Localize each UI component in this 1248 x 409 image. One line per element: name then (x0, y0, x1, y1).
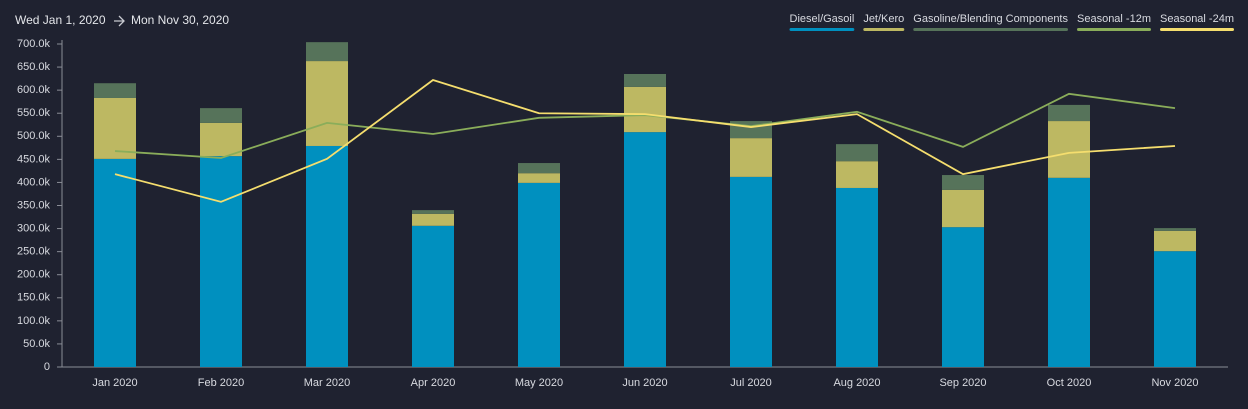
line-series (114, 92, 1176, 159)
bar-segment (1154, 228, 1196, 231)
bar-segment (1048, 104, 1090, 122)
bar-segment (94, 158, 136, 367)
legend-swatch (863, 28, 905, 31)
x-tick-label: Nov 2020 (1151, 377, 1198, 389)
x-tick-label: Mar 2020 (304, 377, 350, 389)
y-tick-label: 200.0k (17, 269, 51, 281)
bar-segment (836, 187, 878, 367)
x-tick-label: Jun 2020 (622, 377, 667, 389)
bar-segment (412, 213, 454, 226)
y-tick-label: 550.0k (17, 107, 51, 119)
bar-segment (306, 145, 348, 367)
y-tick-label: 50.0k (23, 338, 50, 350)
bar-segment (836, 144, 878, 162)
x-tick-label: Jan 2020 (92, 377, 137, 389)
bar-segment (200, 108, 242, 123)
x-tick-label: Sep 2020 (939, 377, 986, 389)
bar-segment (942, 189, 984, 228)
legend-label[interactable]: Diesel/Gasoil (790, 13, 855, 25)
bar-segment (1154, 251, 1196, 367)
x-tick-label: Oct 2020 (1047, 377, 1092, 389)
bar-segment (624, 73, 666, 87)
y-tick-label: 250.0k (17, 246, 51, 258)
y-tick-label: 400.0k (17, 176, 51, 188)
line-series (114, 78, 1176, 203)
bar-segment (412, 225, 454, 367)
legend-label[interactable]: Jet/Kero (863, 13, 904, 25)
bar-segment (518, 173, 560, 183)
y-tick-label: 600.0k (17, 84, 51, 96)
bar-segment (1048, 121, 1090, 178)
y-tick-label: 100.0k (17, 315, 51, 327)
y-tick-label: 300.0k (17, 222, 51, 234)
bar-segment (200, 122, 242, 157)
bar-segment (1048, 177, 1090, 367)
y-tick-label: 450.0k (17, 153, 51, 165)
bar-segment (730, 176, 772, 367)
bar-segment (94, 97, 136, 159)
end-date: Mon Nov 30, 2020 (131, 13, 229, 27)
y-tick-label: 350.0k (17, 199, 51, 211)
x-tick-label: May 2020 (515, 377, 563, 389)
start-date: Wed Jan 1, 2020 (15, 13, 106, 27)
legend-label[interactable]: Seasonal -12m (1077, 13, 1151, 25)
y-tick-label: 150.0k (17, 292, 51, 304)
bar-segment (94, 83, 136, 98)
bar-segment (942, 175, 984, 190)
x-tick-label: Apr 2020 (411, 377, 456, 389)
bar-segment (412, 210, 454, 214)
x-tick-label: Feb 2020 (198, 377, 244, 389)
legend-label[interactable]: Seasonal -24m (1160, 13, 1234, 25)
y-tick-label: 650.0k (17, 61, 51, 73)
bar-segment (200, 156, 242, 367)
bar-segment (942, 227, 984, 367)
legend-swatch (1160, 28, 1234, 31)
legend-swatch (789, 28, 855, 31)
bar-segment (624, 86, 666, 133)
y-tick-label: 700.0k (17, 38, 51, 50)
legend-swatch (913, 28, 1068, 31)
bar-segment (518, 182, 560, 367)
bar-segment (518, 163, 560, 174)
legend-label[interactable]: Gasoline/Blending Components (913, 13, 1068, 25)
bar-segment (306, 42, 348, 62)
bar-segment (836, 161, 878, 188)
x-tick-label: Aug 2020 (833, 377, 880, 389)
bar-segment (624, 132, 666, 367)
x-tick-label: Jul 2020 (730, 377, 772, 389)
arrow-icon (114, 15, 125, 27)
y-tick-label: 0 (44, 361, 50, 373)
y-tick-label: 500.0k (17, 130, 51, 142)
bar-segment (730, 138, 772, 177)
legend-swatch (1077, 28, 1151, 31)
bar-segment (1154, 230, 1196, 252)
bar-segment (306, 61, 348, 146)
